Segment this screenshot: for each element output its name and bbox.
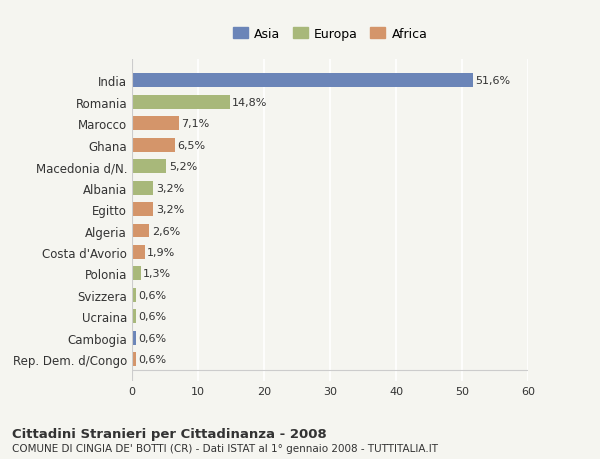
Text: 0,6%: 0,6% (139, 290, 167, 300)
Bar (132, 246, 145, 259)
Text: 14,8%: 14,8% (232, 98, 268, 107)
Text: 0,6%: 0,6% (139, 354, 167, 364)
Text: 7,1%: 7,1% (182, 119, 210, 129)
Legend: Asia, Europa, Africa: Asia, Europa, Africa (229, 24, 431, 45)
Text: 2,6%: 2,6% (152, 226, 180, 236)
Text: 3,2%: 3,2% (156, 183, 184, 193)
Bar (132, 95, 230, 110)
Bar (132, 203, 153, 217)
Text: 0,6%: 0,6% (139, 333, 167, 343)
Bar (132, 310, 136, 324)
Bar (132, 117, 179, 131)
Text: Cittadini Stranieri per Cittadinanza - 2008: Cittadini Stranieri per Cittadinanza - 2… (12, 427, 327, 440)
Text: 1,3%: 1,3% (143, 269, 172, 279)
Text: 3,2%: 3,2% (156, 205, 184, 215)
Bar (132, 139, 175, 152)
Bar (132, 353, 136, 366)
Bar (132, 267, 140, 281)
Text: 0,6%: 0,6% (139, 312, 167, 322)
Text: 51,6%: 51,6% (475, 76, 511, 86)
Bar (132, 331, 136, 345)
Bar (132, 181, 153, 195)
Text: COMUNE DI CINGIA DE' BOTTI (CR) - Dati ISTAT al 1° gennaio 2008 - TUTTITALIA.IT: COMUNE DI CINGIA DE' BOTTI (CR) - Dati I… (12, 443, 438, 453)
Text: 6,5%: 6,5% (178, 140, 206, 151)
Bar (132, 288, 136, 302)
Text: 1,9%: 1,9% (147, 247, 175, 257)
Bar (132, 160, 166, 174)
Bar (132, 224, 149, 238)
Text: 5,2%: 5,2% (169, 162, 197, 172)
Bar (132, 74, 473, 88)
